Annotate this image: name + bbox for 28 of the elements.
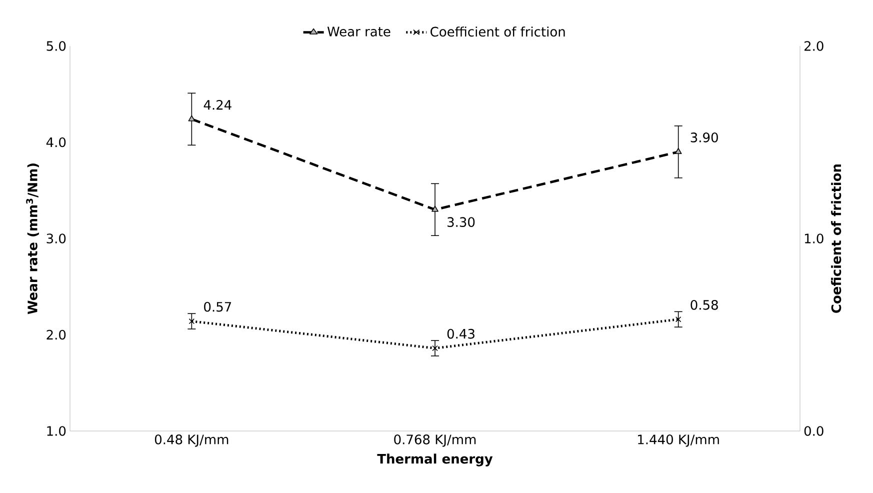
y-tick-label: 4.0 xyxy=(46,137,66,148)
y-tick-label: 5.0 xyxy=(46,41,66,51)
point xyxy=(674,148,682,154)
data-label: 0.58 xyxy=(690,300,718,310)
y2-axis-title: Coeficient of friction xyxy=(831,164,842,313)
data-label: 4.24 xyxy=(204,100,232,110)
data-label: 3.30 xyxy=(448,217,475,227)
data-label: 3.90 xyxy=(690,132,718,142)
y-axis-title: Wear rate (mm$^{3}$/Nm) xyxy=(26,164,39,314)
x-tick-label: 1.440 KJ/mm xyxy=(638,434,719,447)
y2-tick-label: 0.0 xyxy=(804,426,824,436)
point xyxy=(432,345,438,352)
point xyxy=(188,115,196,122)
point xyxy=(188,318,195,324)
x-tick-label: 0.48 KJ/mm xyxy=(154,434,228,447)
y2-tick-label: 1.0 xyxy=(804,234,824,244)
y-tick-label: 3.0 xyxy=(46,234,66,244)
y2-tick-label: 2.0 xyxy=(804,41,824,51)
y-tick-label: 1.0 xyxy=(47,426,66,436)
point xyxy=(675,316,682,322)
data-label: 0.43 xyxy=(447,328,474,339)
point xyxy=(432,206,438,212)
legend-label: Wear rate xyxy=(327,26,390,36)
x-tick-label: 0.768 KJ/mm xyxy=(394,434,476,447)
data-label: 0.57 xyxy=(204,302,232,312)
x-axis-title: Thermal energy xyxy=(377,454,493,466)
y-tick-label: 2.0 xyxy=(46,330,66,340)
legend-label: Coefficient of friction xyxy=(430,26,565,37)
